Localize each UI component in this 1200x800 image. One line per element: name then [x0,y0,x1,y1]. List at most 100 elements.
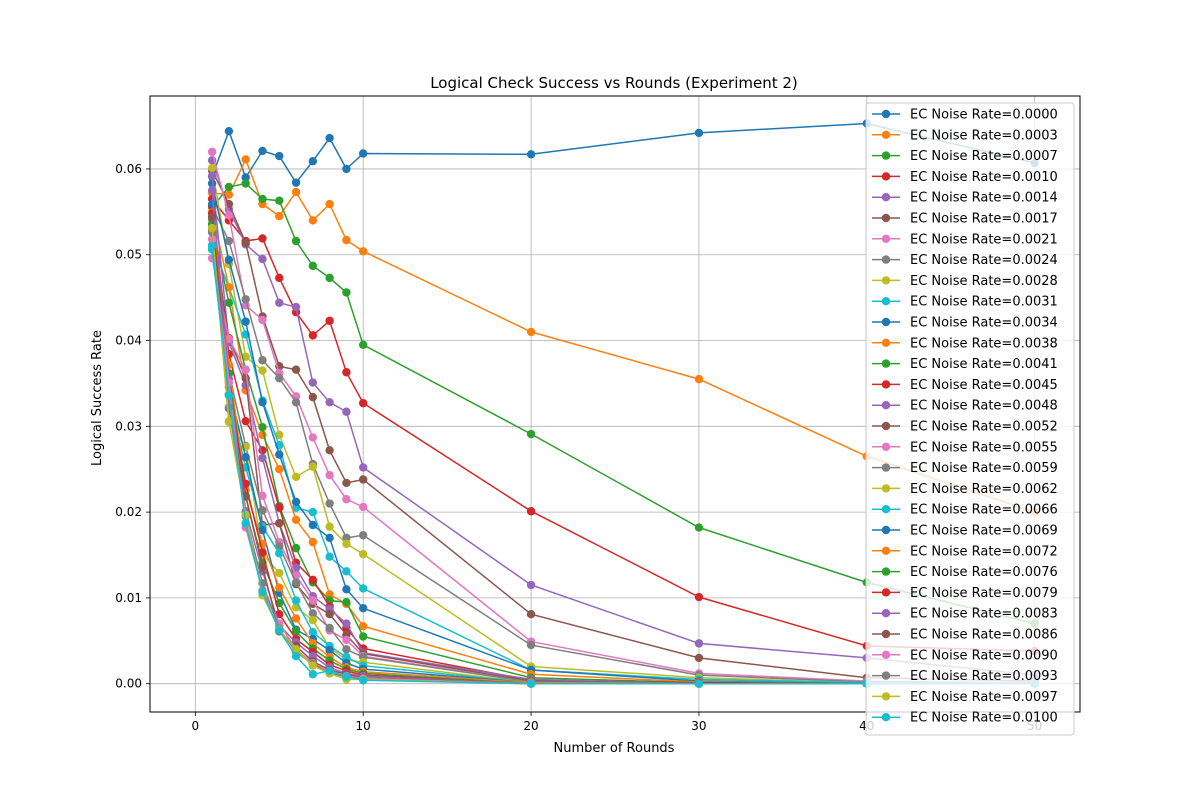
data-point [291,596,301,605]
legend-swatch-marker [881,505,891,514]
legend-swatch-marker [881,151,891,160]
data-point [224,283,234,292]
data-point [358,584,368,593]
legend-entry: EC Noise Rate=0.0090 [872,648,1058,663]
data-point [325,609,334,619]
data-point [207,199,217,209]
legend-swatch-marker [881,109,891,119]
legend-label: EC Noise Rate=0.0041 [910,357,1058,372]
legend-entry: EC Noise Rate=0.0097 [872,690,1058,705]
data-point [526,429,536,439]
legend-entry: EC Noise Rate=0.0076 [872,565,1058,580]
legend-entry: EC Noise Rate=0.0086 [872,628,1058,643]
legend-label: EC Noise Rate=0.0090 [910,648,1058,663]
x-tick-label: 10 [356,719,371,733]
data-point [358,603,368,613]
legend-swatch-marker [881,692,891,701]
data-point [258,366,267,375]
legend-label: EC Noise Rate=0.0021 [910,232,1058,247]
legend-entry: EC Noise Rate=0.0062 [872,482,1058,497]
data-point [342,635,351,645]
x-tick-label: 30 [691,719,706,733]
legend-label: EC Noise Rate=0.0048 [910,399,1058,414]
data-point [258,315,267,325]
legend-entry: EC Noise Rate=0.0072 [872,544,1058,559]
data-point [358,247,368,256]
data-point [258,548,267,557]
legend-entry: EC Noise Rate=0.0014 [872,191,1058,206]
legend-entry: EC Noise Rate=0.0031 [872,295,1058,310]
legend-label: EC Noise Rate=0.0083 [910,607,1058,622]
data-point [325,623,334,633]
data-point [358,632,368,641]
legend-label: EC Noise Rate=0.0034 [910,316,1058,331]
series-line [211,246,1035,685]
legend-label: EC Noise Rate=0.0062 [910,482,1058,497]
data-point [358,676,368,685]
data-point [224,391,234,400]
data-point [291,515,301,525]
x-tick-label: 20 [523,719,538,733]
data-point [224,298,234,307]
data-point [308,462,318,471]
data-point [275,374,284,383]
y-tick-label: 0.03 [115,419,142,433]
data-point [275,519,284,528]
data-point [258,194,267,204]
legend-entry: EC Noise Rate=0.0021 [872,232,1058,247]
data-point [358,549,368,559]
legend-label: EC Noise Rate=0.0014 [910,191,1058,206]
data-point [291,497,301,507]
legend-swatch-marker [881,359,891,368]
data-point [224,182,234,192]
data-point [308,433,318,442]
legend-entry: EC Noise Rate=0.0052 [872,420,1058,435]
legend-entry: EC Noise Rate=0.0024 [872,253,1058,268]
data-point [275,465,284,474]
legend-entry: EC Noise Rate=0.0010 [872,170,1058,185]
legend-swatch-marker [881,130,891,139]
legend-swatch-marker [881,401,891,410]
data-point [291,365,301,374]
data-point [241,519,250,528]
data-point [275,568,284,578]
data-point [275,151,284,161]
data-point [358,475,368,484]
legend-label: EC Noise Rate=0.0097 [910,690,1058,705]
data-point [342,407,351,416]
data-point [241,238,250,247]
data-point [258,234,267,243]
series-line [211,206,1035,685]
legend-label: EC Noise Rate=0.0024 [910,253,1058,268]
data-point [275,549,284,558]
data-point [325,273,334,283]
legend-label: EC Noise Rate=0.0007 [910,149,1058,164]
data-point [308,378,318,387]
data-point [342,652,351,662]
legend-entry: EC Noise Rate=0.0055 [872,440,1058,455]
legend-swatch-marker [881,713,891,722]
data-point [258,562,267,572]
legend-label: EC Noise Rate=0.0100 [910,711,1058,726]
data-point [207,163,217,173]
data-point [325,590,334,599]
legend-entry: EC Noise Rate=0.0069 [872,524,1058,539]
y-tick-label: 0.04 [115,334,142,348]
data-point [308,216,318,225]
data-point [358,398,368,408]
data-point [291,187,301,197]
data-point [526,150,536,159]
data-point [207,241,217,251]
legend-entry: EC Noise Rate=0.0007 [872,149,1058,164]
legend-swatch-marker [881,193,891,202]
legend-entry: EC Noise Rate=0.0017 [872,212,1058,227]
data-point [291,627,301,636]
data-point [308,507,318,517]
data-point [224,190,234,199]
data-point [241,155,250,164]
legend: EC Noise Rate=0.0000 EC Noise Rate=0.0003… [865,102,1075,736]
data-point [207,186,217,195]
legend-entry: EC Noise Rate=0.0100 [872,711,1058,726]
data-point [224,255,234,265]
